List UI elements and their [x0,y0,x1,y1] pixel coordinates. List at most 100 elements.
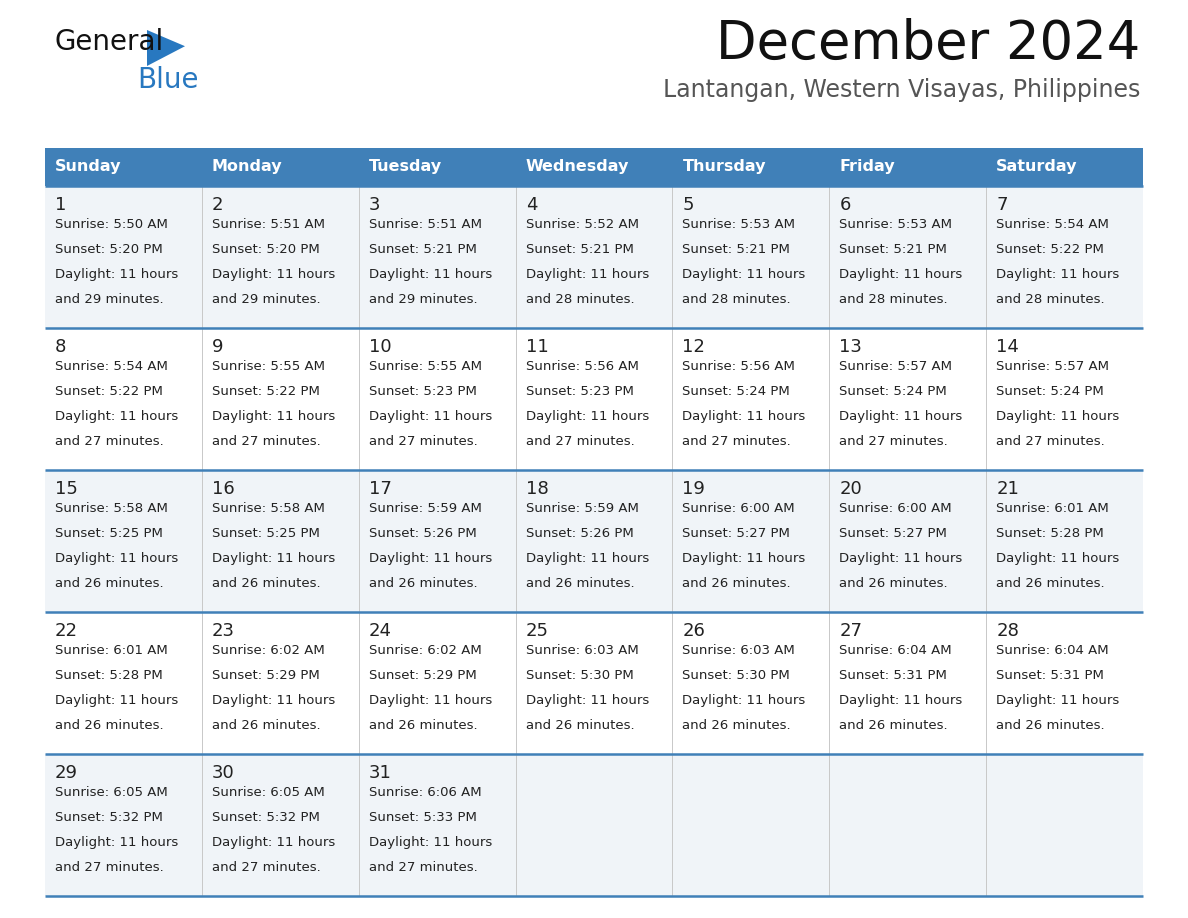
Text: and 27 minutes.: and 27 minutes. [682,434,791,448]
Bar [45,186,1143,328]
Text: 26: 26 [682,622,706,640]
Text: Daylight: 11 hours: Daylight: 11 hours [839,409,962,423]
Text: 17: 17 [368,480,392,498]
Text: Daylight: 11 hours: Daylight: 11 hours [997,694,1119,707]
Text: Sunrise: 6:04 AM: Sunrise: 6:04 AM [997,644,1108,657]
Text: Sunrise: 6:01 AM: Sunrise: 6:01 AM [55,644,168,657]
Text: Sunset: 5:24 PM: Sunset: 5:24 PM [839,385,947,397]
Text: Sunset: 5:28 PM: Sunset: 5:28 PM [55,669,163,682]
Text: Sunrise: 6:00 AM: Sunrise: 6:00 AM [839,502,952,515]
Text: Sunset: 5:21 PM: Sunset: 5:21 PM [839,243,947,256]
Text: Sunset: 5:22 PM: Sunset: 5:22 PM [55,385,163,397]
Text: Sunset: 5:22 PM: Sunset: 5:22 PM [211,385,320,397]
Text: Sunrise: 6:05 AM: Sunrise: 6:05 AM [211,786,324,799]
Text: Sunrise: 6:02 AM: Sunrise: 6:02 AM [211,644,324,657]
Bar [45,328,1143,470]
Text: and 27 minutes.: and 27 minutes. [211,434,321,448]
Text: Sunset: 5:27 PM: Sunset: 5:27 PM [682,527,790,540]
Text: 20: 20 [839,480,862,498]
Text: 30: 30 [211,764,234,782]
Text: Sunset: 5:31 PM: Sunset: 5:31 PM [839,669,947,682]
Text: 28: 28 [997,622,1019,640]
Text: Sunrise: 6:00 AM: Sunrise: 6:00 AM [682,502,795,515]
Text: Sunset: 5:25 PM: Sunset: 5:25 PM [211,527,320,540]
Text: and 27 minutes.: and 27 minutes. [55,861,164,874]
Text: 9: 9 [211,338,223,356]
Text: and 28 minutes.: and 28 minutes. [997,293,1105,306]
Text: and 27 minutes.: and 27 minutes. [55,434,164,448]
Text: Sunrise: 5:59 AM: Sunrise: 5:59 AM [368,502,481,515]
Text: 27: 27 [839,622,862,640]
Text: Daylight: 11 hours: Daylight: 11 hours [211,409,335,423]
Text: Sunrise: 5:57 AM: Sunrise: 5:57 AM [997,360,1110,373]
Text: and 27 minutes.: and 27 minutes. [839,434,948,448]
Text: and 26 minutes.: and 26 minutes. [997,577,1105,589]
Text: and 28 minutes.: and 28 minutes. [682,293,791,306]
Text: Sunset: 5:27 PM: Sunset: 5:27 PM [839,527,947,540]
Text: 10: 10 [368,338,391,356]
Text: and 26 minutes.: and 26 minutes. [211,577,321,589]
Polygon shape [147,30,185,66]
Text: and 27 minutes.: and 27 minutes. [368,861,478,874]
Text: Sunrise: 5:58 AM: Sunrise: 5:58 AM [55,502,168,515]
Text: and 26 minutes.: and 26 minutes. [55,719,164,732]
Text: 25: 25 [525,622,549,640]
Text: Sunrise: 6:04 AM: Sunrise: 6:04 AM [839,644,952,657]
Text: Sunset: 5:26 PM: Sunset: 5:26 PM [368,527,476,540]
Text: and 26 minutes.: and 26 minutes. [525,577,634,589]
Text: Daylight: 11 hours: Daylight: 11 hours [525,268,649,281]
Text: Sunrise: 6:02 AM: Sunrise: 6:02 AM [368,644,481,657]
Text: Sunrise: 5:53 AM: Sunrise: 5:53 AM [682,218,796,231]
Text: Daylight: 11 hours: Daylight: 11 hours [525,694,649,707]
Text: Daylight: 11 hours: Daylight: 11 hours [839,694,962,707]
Text: Sunrise: 5:56 AM: Sunrise: 5:56 AM [525,360,638,373]
Text: Daylight: 11 hours: Daylight: 11 hours [55,694,178,707]
Text: Sunset: 5:23 PM: Sunset: 5:23 PM [525,385,633,397]
Text: and 29 minutes.: and 29 minutes. [368,293,478,306]
Text: Lantangan, Western Visayas, Philippines: Lantangan, Western Visayas, Philippines [663,78,1140,102]
Text: Daylight: 11 hours: Daylight: 11 hours [55,268,178,281]
Text: Monday: Monday [211,160,283,174]
Text: Sunset: 5:21 PM: Sunset: 5:21 PM [368,243,476,256]
Text: 31: 31 [368,764,392,782]
Text: and 26 minutes.: and 26 minutes. [525,719,634,732]
Text: Daylight: 11 hours: Daylight: 11 hours [682,409,805,423]
Text: and 26 minutes.: and 26 minutes. [997,719,1105,732]
Text: Sunset: 5:24 PM: Sunset: 5:24 PM [997,385,1104,397]
Text: and 26 minutes.: and 26 minutes. [682,577,791,589]
Text: and 26 minutes.: and 26 minutes. [55,577,164,589]
Text: Sunset: 5:21 PM: Sunset: 5:21 PM [525,243,633,256]
Text: Sunset: 5:20 PM: Sunset: 5:20 PM [55,243,163,256]
Text: 15: 15 [55,480,78,498]
Text: Sunset: 5:32 PM: Sunset: 5:32 PM [211,811,320,823]
Text: Sunset: 5:21 PM: Sunset: 5:21 PM [682,243,790,256]
Text: Sunrise: 5:52 AM: Sunrise: 5:52 AM [525,218,639,231]
Text: Daylight: 11 hours: Daylight: 11 hours [368,835,492,849]
Text: Sunrise: 6:01 AM: Sunrise: 6:01 AM [997,502,1108,515]
Text: Daylight: 11 hours: Daylight: 11 hours [211,694,335,707]
Text: and 26 minutes.: and 26 minutes. [839,719,948,732]
Text: Sunrise: 5:53 AM: Sunrise: 5:53 AM [839,218,953,231]
Text: Wednesday: Wednesday [525,160,628,174]
Text: Sunrise: 5:51 AM: Sunrise: 5:51 AM [211,218,324,231]
Text: and 29 minutes.: and 29 minutes. [211,293,321,306]
Text: General: General [55,28,164,56]
Text: Sunset: 5:22 PM: Sunset: 5:22 PM [997,243,1104,256]
Text: and 26 minutes.: and 26 minutes. [211,719,321,732]
Text: and 27 minutes.: and 27 minutes. [211,861,321,874]
Bar [45,148,1143,186]
Text: Sunrise: 6:05 AM: Sunrise: 6:05 AM [55,786,168,799]
Text: Daylight: 11 hours: Daylight: 11 hours [211,268,335,281]
Text: 29: 29 [55,764,78,782]
Text: 23: 23 [211,622,235,640]
Text: Daylight: 11 hours: Daylight: 11 hours [525,552,649,565]
Text: Sunset: 5:20 PM: Sunset: 5:20 PM [211,243,320,256]
Text: Daylight: 11 hours: Daylight: 11 hours [682,694,805,707]
Text: 21: 21 [997,480,1019,498]
Text: Daylight: 11 hours: Daylight: 11 hours [839,268,962,281]
Text: 12: 12 [682,338,706,356]
Text: Blue: Blue [137,66,198,94]
Text: 18: 18 [525,480,549,498]
Text: Saturday: Saturday [997,160,1078,174]
Text: 3: 3 [368,196,380,214]
